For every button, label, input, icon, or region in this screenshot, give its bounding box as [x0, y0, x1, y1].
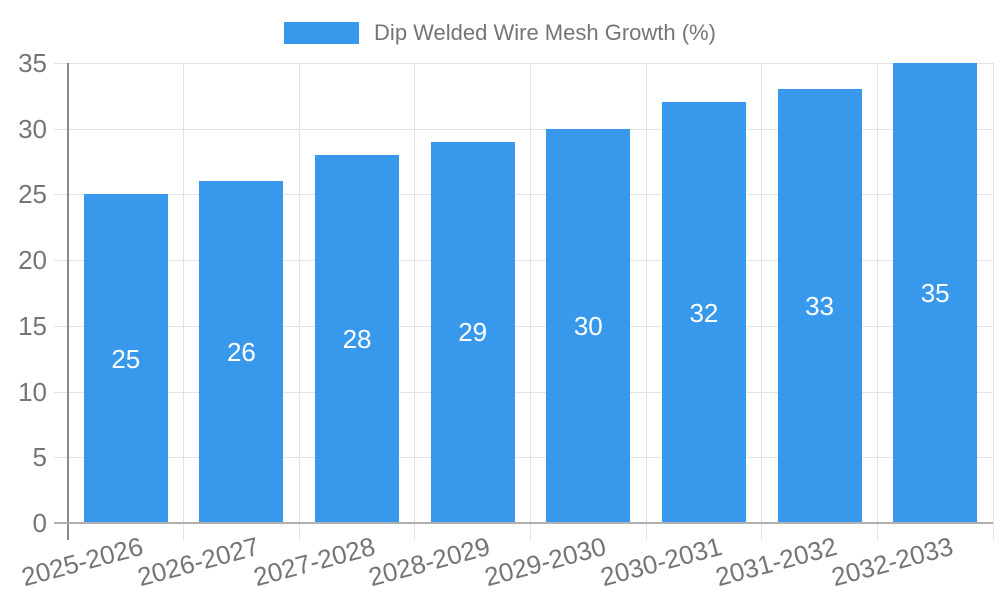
- y-tick-label: 20: [18, 245, 47, 276]
- v-gridline: [992, 63, 994, 540]
- v-gridline: [183, 63, 185, 540]
- h-gridline: [54, 194, 993, 196]
- y-tick-label: 30: [18, 113, 47, 144]
- x-tick-label: 2032-2033: [828, 531, 956, 593]
- bar[interactable]: 29: [430, 141, 515, 523]
- y-tick-label: 35: [18, 48, 47, 78]
- bar[interactable]: 32: [661, 102, 746, 523]
- h-gridline: [54, 325, 993, 327]
- legend-swatch[interactable]: [284, 22, 360, 44]
- y-tick-label: 10: [18, 376, 47, 407]
- h-gridline: [54, 260, 993, 262]
- x-tick-label: 2026-2027: [134, 531, 263, 593]
- y-tick-label: 15: [18, 310, 47, 341]
- bar-value-label: 25: [111, 343, 141, 374]
- bar-value-label: 30: [573, 310, 603, 341]
- bar[interactable]: 25: [83, 194, 168, 523]
- v-gridline: [298, 63, 300, 540]
- h-gridline: [54, 128, 993, 130]
- bar[interactable]: 26: [199, 181, 284, 523]
- x-axis-baseline: [54, 522, 993, 524]
- x-tick-label: 2029-2030: [481, 531, 610, 593]
- bar[interactable]: 30: [546, 128, 631, 523]
- bar[interactable]: 35: [893, 63, 978, 523]
- bar[interactable]: 28: [315, 155, 400, 523]
- bar-value-label: 26: [226, 337, 256, 368]
- v-gridline: [645, 63, 647, 540]
- legend: Dip Welded Wire Mesh Growth (%): [0, 20, 1000, 46]
- y-tick-label: 0: [32, 508, 47, 538]
- x-tick-label: 2025-2026: [18, 531, 147, 593]
- y-axis-line: [67, 63, 69, 540]
- bar[interactable]: 33: [777, 89, 862, 523]
- v-gridline: [414, 63, 416, 540]
- x-tick-label: 2027-2028: [249, 531, 378, 593]
- x-tick-label: 2031-2032: [712, 531, 841, 593]
- y-tick-label: 5: [32, 442, 47, 473]
- v-gridline: [530, 63, 531, 540]
- x-tick-label: 2028-2029: [365, 531, 494, 593]
- bar-value-label: 32: [689, 297, 719, 328]
- legend-label[interactable]: Dip Welded Wire Mesh Growth (%): [374, 20, 716, 45]
- h-gridline: [54, 63, 993, 64]
- bar-value-label: 29: [458, 317, 488, 348]
- bar-value-label: 28: [342, 324, 372, 354]
- v-gridline: [876, 63, 878, 540]
- h-gridline: [54, 391, 993, 393]
- x-tick-label: 2030-2031: [596, 531, 725, 593]
- v-gridline: [761, 63, 763, 540]
- bar-value-label: 35: [920, 278, 950, 308]
- y-tick-label: 25: [18, 179, 47, 210]
- bar-value-label: 33: [805, 291, 835, 322]
- plot-area: 25 26 28 29 30 32 33 35: [54, 63, 994, 540]
- h-gridline: [54, 457, 993, 459]
